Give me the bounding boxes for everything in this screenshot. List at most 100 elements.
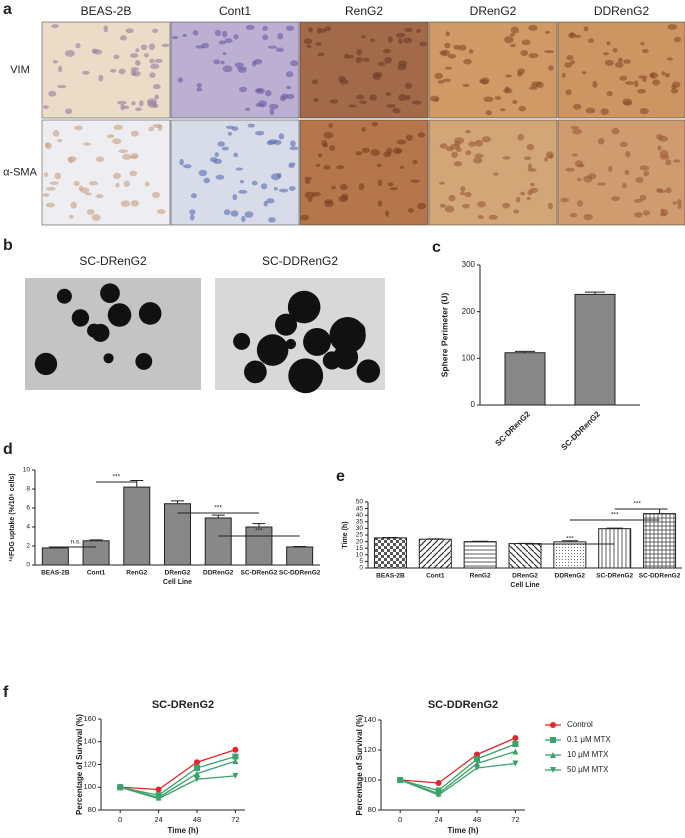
- x-tick-label: Cont1: [426, 573, 445, 580]
- cell: [262, 34, 269, 41]
- x-tick-label: SC-DRenG2: [493, 409, 532, 448]
- data-point: [435, 780, 442, 786]
- y-tick-label: 140: [363, 715, 376, 724]
- cell: [233, 152, 239, 158]
- cell: [224, 38, 233, 44]
- bar: [643, 513, 677, 569]
- cell: [343, 53, 350, 60]
- data-point: [194, 759, 200, 766]
- cell: [481, 136, 492, 143]
- sphere: [103, 353, 114, 364]
- cell: [634, 80, 639, 88]
- cell: [535, 81, 544, 89]
- cell: [356, 49, 362, 56]
- cell: [303, 38, 313, 45]
- series-line: [120, 775, 236, 800]
- cell: [459, 191, 466, 196]
- cell: [523, 156, 532, 161]
- cell: [286, 85, 292, 90]
- cell: [622, 182, 627, 189]
- cell: [151, 28, 159, 34]
- cell: [623, 59, 631, 64]
- cell: [130, 200, 139, 207]
- cell: [279, 95, 286, 102]
- cell: [634, 211, 643, 218]
- cell: [633, 198, 643, 203]
- cell: [676, 199, 682, 205]
- cell: [227, 131, 233, 136]
- cell: [340, 183, 348, 191]
- x-tick-label: 48: [193, 815, 201, 824]
- cell: [635, 176, 644, 183]
- cell: [355, 56, 363, 63]
- cell: [672, 81, 681, 88]
- legend-label: 10 μM MTX: [567, 750, 609, 759]
- cell: [624, 81, 635, 85]
- column-label: BEAS-2B: [81, 4, 132, 18]
- cell: [377, 179, 383, 187]
- cell: [624, 169, 630, 176]
- cell: [545, 151, 554, 159]
- cell: [125, 28, 134, 34]
- y-tick-label: 160: [83, 714, 96, 723]
- cell: [597, 137, 605, 145]
- data-point: [232, 772, 239, 779]
- error-bar: [515, 350, 535, 353]
- cell: [277, 32, 284, 40]
- cell: [448, 53, 457, 59]
- cell: [112, 138, 122, 145]
- cell: [464, 191, 472, 198]
- y-axis-label: Percentage of Survival (%): [75, 714, 84, 815]
- cell: [474, 153, 484, 158]
- cell: [407, 208, 414, 213]
- cell: [355, 94, 365, 100]
- cell: [530, 182, 535, 187]
- cell: [561, 72, 566, 78]
- cell: [619, 141, 628, 148]
- sphere: [333, 344, 359, 370]
- cell: [286, 93, 295, 100]
- cell: [520, 191, 526, 196]
- cell: [387, 36, 393, 44]
- data-point: [155, 786, 162, 793]
- cell: [255, 103, 261, 107]
- cell: [233, 34, 239, 40]
- cell: [130, 130, 139, 137]
- cell: [245, 107, 251, 111]
- cell: [266, 198, 275, 204]
- bar: [164, 503, 191, 566]
- cell: [244, 211, 254, 218]
- cell: [512, 99, 518, 104]
- x-tick-label: 48: [473, 815, 481, 824]
- cell: [502, 156, 511, 160]
- cell: [509, 33, 515, 37]
- cell: [285, 71, 294, 78]
- cell: [548, 65, 554, 71]
- cell: [113, 124, 123, 131]
- cell: [404, 27, 413, 33]
- cell: [43, 172, 49, 178]
- cell: [98, 74, 104, 82]
- x-tick-label: 0: [118, 815, 122, 824]
- cell: [192, 30, 199, 36]
- cell: [606, 91, 613, 97]
- sphere: [135, 352, 153, 370]
- cell: [604, 59, 614, 66]
- cell: [417, 202, 427, 210]
- cell: [221, 30, 228, 38]
- sphere: [308, 342, 320, 354]
- cell: [642, 210, 650, 216]
- cell: [396, 139, 407, 145]
- cell: [528, 86, 538, 90]
- cell: [642, 48, 649, 54]
- cell: [510, 43, 516, 48]
- x-tick-label: BEAS-2B: [376, 573, 405, 580]
- cell: [444, 42, 451, 49]
- cell: [638, 75, 648, 79]
- sphere-image: [25, 278, 201, 390]
- cell: [451, 151, 458, 158]
- x-axis-label: Cell Line: [163, 579, 192, 586]
- cell: [52, 60, 58, 64]
- data-point: [512, 748, 519, 755]
- cell: [267, 45, 278, 49]
